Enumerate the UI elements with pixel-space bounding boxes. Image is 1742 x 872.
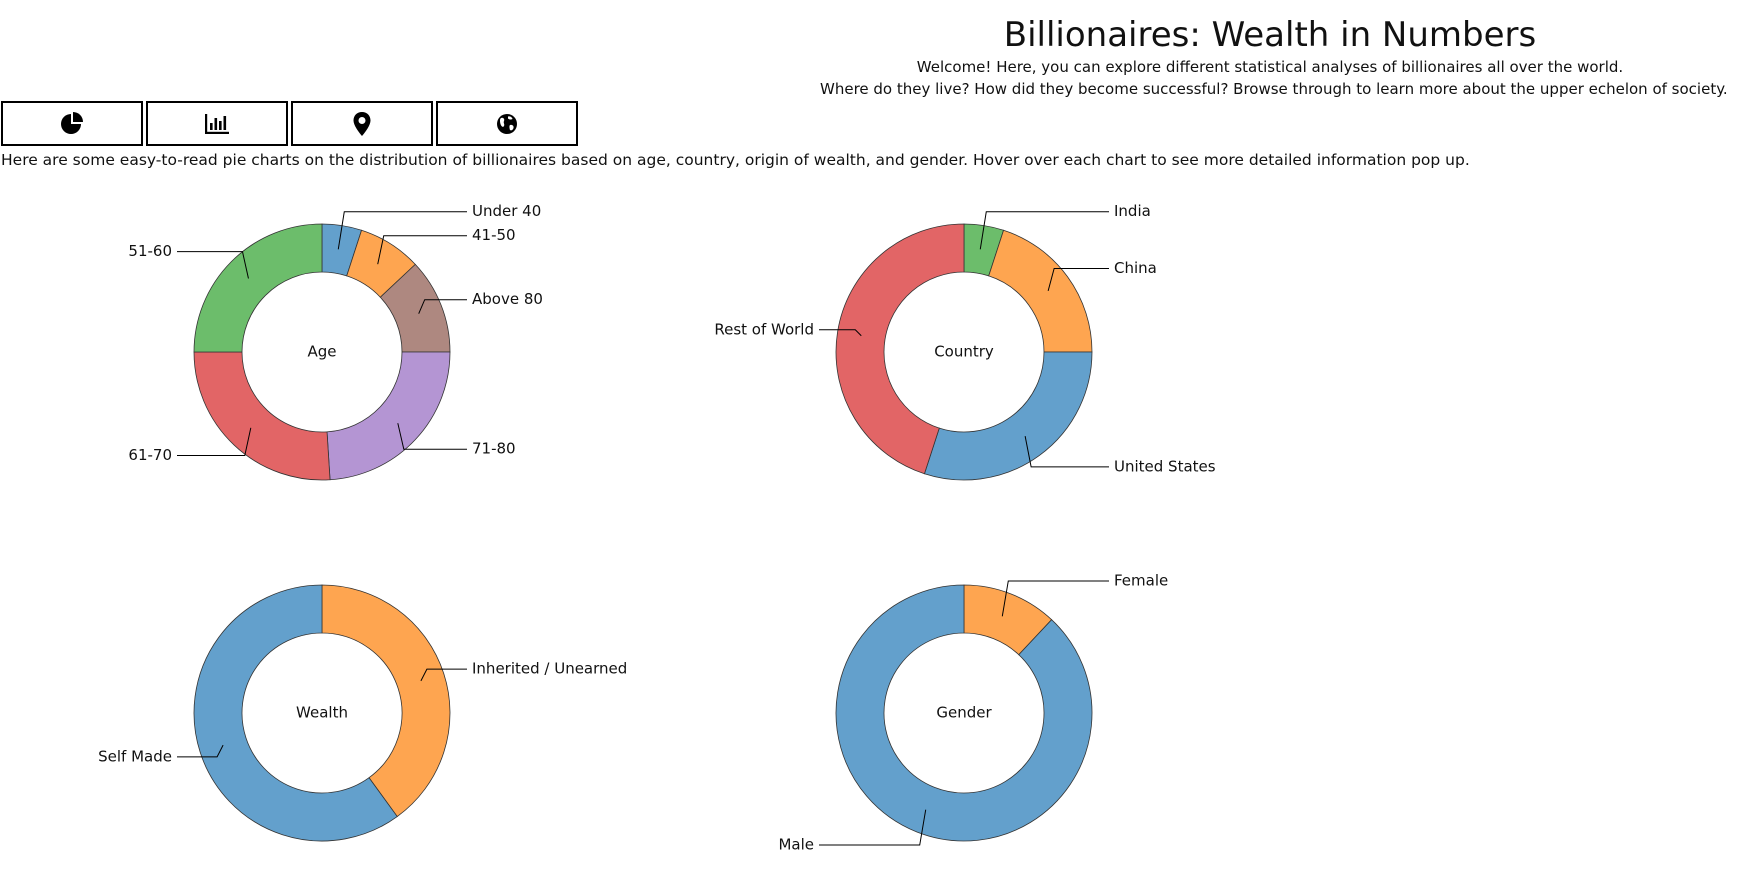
slice-inherited-unearned[interactable] — [321, 584, 451, 818]
slice-71-80[interactable] — [326, 351, 451, 481]
slice-rest-of-world[interactable] — [835, 223, 965, 475]
slice-label-united-states: United States — [1114, 457, 1216, 475]
center-label: Country — [934, 343, 994, 361]
slice-label-self-made: Self Made — [98, 747, 172, 765]
page-header: Billionaires: Wealth in Numbers Welcome!… — [820, 0, 1728, 100]
wealth-donut: Inherited / Unearned Self Made Wealth — [98, 584, 627, 842]
slice-label-above-80: Above 80 — [472, 290, 543, 308]
view-tab-bar — [1, 101, 578, 146]
center-label: Wealth — [296, 704, 348, 722]
intro-line-2: Where do they live? How did they become … — [820, 80, 1728, 98]
page-description: Here are some easy-to-read pie charts on… — [1, 151, 1470, 169]
slice-label-female: Female — [1114, 571, 1168, 589]
age-donut: Under 40 41-50 Above 80 71-80 61-70 51-60 Age — [128, 202, 543, 481]
slice-label-61-70: 61-70 — [128, 446, 172, 464]
pie-chart-icon — [61, 111, 83, 134]
center-label: Age — [307, 343, 336, 361]
center-label: Gender — [936, 704, 992, 722]
country-donut: India China United States Rest of World Coun… — [714, 202, 1216, 481]
slice-label-41-50: 41-50 — [472, 226, 516, 244]
globe-icon — [497, 113, 517, 134]
slice-61-70[interactable] — [193, 351, 331, 481]
page-title: Billionaires: Wealth in Numbers — [1003, 15, 1537, 55]
slice-label-rest-of-world: Rest of World — [714, 320, 814, 338]
gender-donut: Female Male Gender — [778, 571, 1168, 853]
slice-united-states[interactable] — [923, 351, 1093, 481]
slice-label-china: China — [1114, 259, 1157, 277]
slice-self-made[interactable] — [193, 584, 398, 842]
intro-line-1: Welcome! Here, you can explore different… — [916, 58, 1624, 76]
globe-tab[interactable] — [436, 101, 578, 146]
slice-male[interactable] — [835, 584, 1093, 842]
slice-label-male: Male — [778, 836, 814, 854]
slice-label-71-80: 71-80 — [472, 440, 516, 458]
slice-label-inherited-unearned: Inherited / Unearned — [472, 660, 627, 678]
slice-label-india: India — [1114, 202, 1151, 220]
slice-label-under-40: Under 40 — [472, 202, 541, 220]
pie-charts-tab[interactable] — [1, 101, 143, 146]
slice-label-51-60: 51-60 — [128, 242, 172, 260]
slice-china[interactable] — [988, 229, 1093, 353]
bar-charts-tab[interactable] — [146, 101, 288, 146]
map-tab[interactable] — [291, 101, 433, 146]
map-pin-icon — [353, 111, 371, 136]
bar-chart-icon — [205, 113, 229, 134]
slice-51-60[interactable] — [193, 223, 323, 353]
